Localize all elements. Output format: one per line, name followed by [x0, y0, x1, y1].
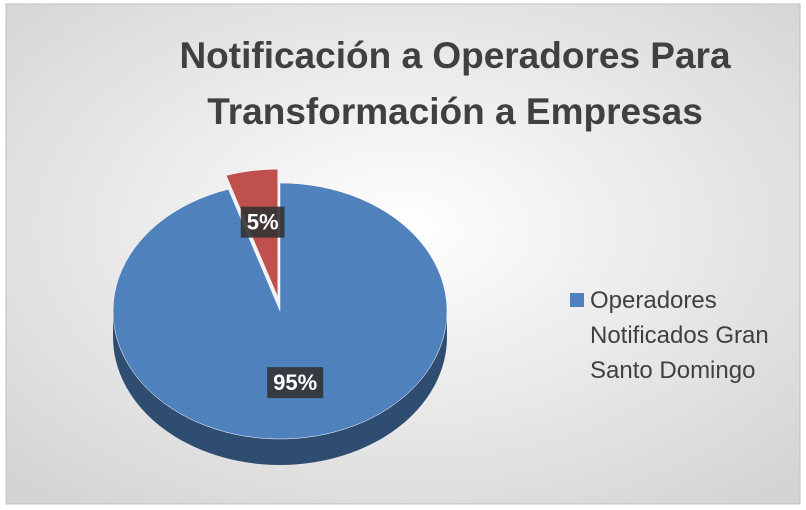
data-label: 5%	[247, 210, 279, 235]
legend-label: Operadores Notificados Gran Santo Doming…	[590, 287, 769, 384]
legend-swatch	[570, 293, 584, 307]
data-label-box	[267, 367, 324, 399]
legend-item: Operadores Notificados Gran Santo Doming…	[570, 283, 795, 388]
data-label-box	[240, 206, 285, 238]
slice-side	[113, 311, 447, 465]
legend: Operadores Notificados Gran Santo Doming…	[570, 283, 795, 388]
chart-title: Notificación a Operadores Para Transform…	[179, 35, 731, 132]
data-label: 95%	[273, 370, 317, 395]
slice	[112, 182, 448, 440]
